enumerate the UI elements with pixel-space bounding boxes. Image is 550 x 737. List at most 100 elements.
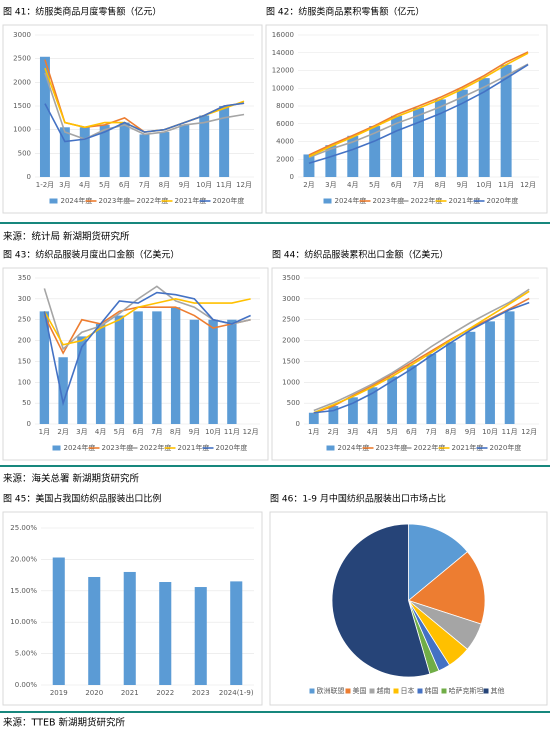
bar — [348, 397, 358, 424]
y-tick-label: 8000 — [276, 102, 294, 110]
y-tick-label: 0 — [290, 173, 294, 181]
x-tick-label: 7月 — [151, 428, 162, 436]
x-tick-label: 9月 — [465, 428, 476, 436]
x-tick-label: 4月 — [367, 428, 378, 436]
x-tick-label: 6月 — [132, 428, 143, 436]
legend-swatch — [369, 688, 375, 694]
bar — [139, 134, 150, 177]
chart-frame — [2, 24, 263, 214]
line-series — [308, 52, 529, 158]
legend-label: 2023年度 — [102, 443, 134, 452]
pie-slice — [407, 551, 486, 625]
y-tick-label: 1000 — [13, 126, 31, 134]
y-tick-label: 0.00% — [15, 681, 38, 689]
x-tick-label: 11月 — [224, 428, 240, 436]
y-tick-label: 20.00% — [10, 555, 37, 563]
line-series — [43, 306, 251, 355]
bar — [99, 124, 110, 177]
x-tick-label: 2月 — [57, 428, 68, 436]
source-note: 来源：统计局 新湖期货研究所 — [3, 231, 130, 243]
bar — [119, 122, 130, 177]
source-note: 来源：海关总署 新湖期货研究所 — [3, 473, 140, 485]
y-tick-label: 4000 — [276, 138, 294, 146]
legend-label: 其他 — [491, 686, 505, 695]
bar — [406, 365, 417, 424]
y-tick-label: 0 — [27, 420, 31, 428]
legend-label: 欧洲联盟 — [317, 686, 345, 695]
legend-label: 2024年度 — [338, 443, 370, 452]
y-tick-label: 5.00% — [15, 650, 38, 658]
bar — [95, 323, 106, 424]
x-tick-label: 8月 — [170, 428, 181, 436]
chart-title: 图 46：1-9 月中国纺织品服装出口市场占比 — [270, 493, 446, 505]
x-tick-label: 2022 — [156, 689, 174, 697]
x-tick-label: 10月 — [482, 428, 498, 436]
line-series — [308, 63, 529, 165]
legend-label: 2021年度 — [178, 443, 210, 452]
y-tick-label: 500 — [287, 399, 300, 407]
x-tick-label: 2024(1-9) — [219, 689, 254, 697]
bar — [133, 311, 143, 424]
x-tick-label: 7月 — [413, 181, 424, 189]
y-tick-label: 1000 — [282, 378, 300, 386]
y-tick-label: 300 — [18, 295, 31, 303]
y-tick-label: 0 — [296, 420, 300, 428]
x-tick-label: 10月 — [196, 181, 212, 189]
bar — [465, 331, 476, 424]
x-tick-label: 12月 — [520, 181, 536, 189]
x-tick-label: 1月 — [308, 428, 319, 436]
y-tick-label: 3000 — [13, 31, 31, 39]
legend-swatch — [441, 688, 447, 694]
x-tick-label: 10月 — [476, 181, 492, 189]
x-tick-label: 6月 — [391, 181, 402, 189]
bar — [387, 376, 398, 424]
bar — [478, 78, 490, 177]
legend-label: 日本 — [401, 686, 415, 695]
legend-swatch — [49, 198, 58, 204]
legend-label: 2020年度 — [490, 443, 522, 452]
bar — [445, 342, 456, 424]
x-tick-label: 5月 — [386, 428, 397, 436]
bar — [189, 319, 200, 424]
legend-swatch — [309, 688, 315, 694]
bar — [123, 571, 136, 685]
x-tick-label: 12月 — [236, 181, 252, 189]
chart-frame — [265, 24, 548, 214]
x-tick-label: 10月 — [205, 428, 221, 436]
y-tick-label: 1500 — [282, 357, 300, 365]
chart-title: 图 41：纺服类商品月度零售额（亿元） — [3, 6, 161, 18]
legend-label: 2020年度 — [216, 443, 248, 452]
line-series — [308, 63, 529, 159]
legend-label: 2023年度 — [373, 196, 405, 205]
y-tick-label: 12000 — [272, 67, 294, 75]
y-tick-label: 6000 — [276, 120, 294, 128]
legend-swatch — [345, 688, 351, 694]
x-tick-label: 12月 — [243, 428, 259, 436]
bar — [325, 145, 337, 177]
bar — [194, 587, 207, 685]
x-tick-label: 5月 — [114, 428, 125, 436]
line-series — [43, 298, 251, 346]
bar — [179, 124, 190, 177]
bar — [59, 127, 70, 177]
x-tick-label: 4月 — [347, 181, 358, 189]
legend-label: 2024年度 — [335, 196, 367, 205]
bar — [347, 135, 359, 177]
y-tick-label: 10.00% — [10, 618, 37, 626]
x-tick-label: 3月 — [347, 428, 358, 436]
y-tick-label: 2000 — [276, 155, 294, 163]
legend-label: 2021年度 — [452, 443, 484, 452]
chart-title: 图 44：纺织品服装累积出口金额（亿美元） — [272, 249, 448, 261]
legend-label: 2021年度 — [449, 196, 481, 205]
y-tick-label: 3000 — [282, 295, 300, 303]
legend-label: 2021年度 — [175, 196, 207, 205]
y-tick-label: 150 — [18, 357, 31, 365]
x-tick-label: 2023 — [192, 689, 210, 697]
chart-frame — [269, 511, 548, 706]
bar — [485, 321, 495, 424]
line-series — [44, 102, 245, 143]
y-tick-label: 2500 — [13, 55, 31, 63]
bar — [367, 387, 378, 424]
bar — [88, 576, 101, 685]
line-series — [43, 291, 251, 407]
